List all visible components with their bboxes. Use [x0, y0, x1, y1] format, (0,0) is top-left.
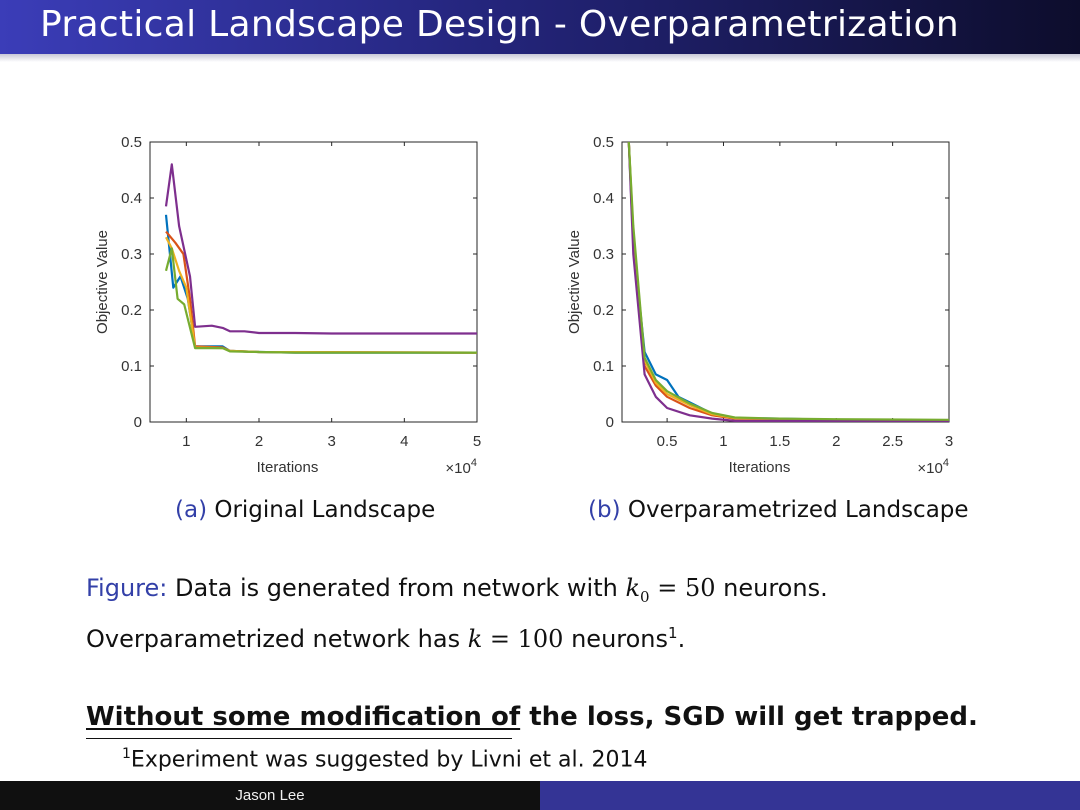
figure-caption-post-2: neurons1. [571, 623, 686, 653]
y-tick-label: 0 [134, 414, 142, 431]
y-axis-label: Objective Value [566, 230, 583, 334]
series-line-5 [164, 247, 477, 354]
footer-author: Jason Lee [235, 787, 305, 804]
footnote: 1Experiment was suggested by Livni et al… [122, 746, 648, 772]
x-axis-label: Iterations [257, 459, 319, 476]
period: . [677, 624, 686, 653]
y-tick-label: 0.2 [121, 302, 142, 319]
x-tick-label: 4 [400, 433, 408, 450]
y-tick-label: 0.4 [593, 190, 614, 207]
series-line-5 [627, 141, 950, 421]
x-tick-label: 0.5 [657, 433, 678, 450]
title-shadow [0, 54, 1080, 62]
footer-right-bar [540, 781, 1080, 810]
y-tick-label: 0 [606, 414, 614, 431]
footer-author-bar: Jason Lee [0, 781, 540, 810]
series-line-4 [627, 141, 949, 422]
x-tick-label: 2.5 [882, 433, 903, 450]
caption-a-text: Original Landscape [214, 497, 436, 523]
math-eq-50: = 50 [657, 574, 716, 602]
caption-a: (a) Original Landscape [175, 497, 435, 523]
math-k0: k0 [625, 574, 649, 606]
y-tick-label: 0.3 [121, 246, 142, 263]
figure-caption-line-1: Figure: Data is generated from network w… [86, 570, 828, 615]
footnote-ref: 1 [668, 623, 678, 642]
title-bar: Practical Landscape Design - Overparamet… [0, 0, 1080, 54]
caption-a-tag: (a) [175, 497, 208, 523]
figure-label: Figure: [86, 574, 168, 602]
x-tick-label: 2 [832, 433, 840, 450]
y-tick-label: 0.5 [121, 134, 142, 151]
x-axis-label: Iterations [729, 459, 791, 476]
plot-area [149, 141, 478, 423]
math-eq-100: = 100 [489, 624, 564, 653]
footnote-text: Experiment was suggested by Livni et al.… [130, 747, 648, 773]
y-axis-label: Objective Value [94, 230, 111, 334]
figure-caption-line-2: Overparametrized network has k = 100 neu… [86, 615, 828, 657]
y-tick-label: 0.4 [121, 190, 142, 207]
main-statement: Without some modification of the loss, S… [86, 702, 978, 732]
x-tick-label: 1 [182, 433, 190, 450]
figure-caption-text-2: Overparametrized network has [86, 624, 461, 653]
figure-caption: Figure: Data is generated from network w… [86, 570, 828, 657]
math-k-2: k [467, 624, 483, 653]
main-statement-underlined: Without some modification of [86, 702, 521, 732]
math-k-sub: 0 [640, 587, 650, 606]
slide-title: Practical Landscape Design - Overparamet… [40, 4, 959, 45]
plot-area [621, 141, 950, 423]
x-multiplier: ×104 [445, 457, 477, 477]
x-tick-label: 1 [719, 433, 727, 450]
math-k: k [625, 574, 641, 602]
main-statement-rest: the loss, SGD will get trapped. [529, 702, 978, 732]
footnote-rule [86, 738, 512, 739]
y-tick-label: 0.1 [593, 358, 614, 375]
series-line-4 [164, 163, 477, 335]
x-tick-label: 3 [945, 433, 953, 450]
x-tick-label: 2 [255, 433, 263, 450]
caption-b-tag: (b) [588, 497, 621, 523]
y-tick-label: 0.5 [593, 134, 614, 151]
x-tick-label: 3 [327, 433, 335, 450]
caption-b-text: Overparametrized Landscape [627, 497, 969, 523]
y-tick-label: 0.1 [121, 358, 142, 375]
chart-overparametrized-landscape: 0.5 1 1.5 2 2.5 3 0 0.1 0.2 0.3 0.4 0.5 Iterations Ob… [566, 134, 953, 477]
x-multiplier: ×104 [917, 457, 949, 477]
figure-caption-text-1: Data is generated from network with [175, 574, 618, 602]
y-tick-label: 0.3 [593, 246, 614, 263]
footnote-mark: 1 [122, 746, 131, 762]
y-tick-label: 0.2 [593, 302, 614, 319]
figure-caption-post-1: neurons. [723, 574, 828, 602]
chart-original-landscape: 1 2 3 4 5 0 0.1 0.2 0.3 0.4 0.5 Iterations Objective… [94, 134, 481, 477]
x-tick-label: 1.5 [769, 433, 790, 450]
caption-b: (b) Overparametrized Landscape [588, 497, 969, 523]
x-tick-label: 5 [473, 433, 481, 450]
neurons-word: neurons [571, 624, 669, 653]
